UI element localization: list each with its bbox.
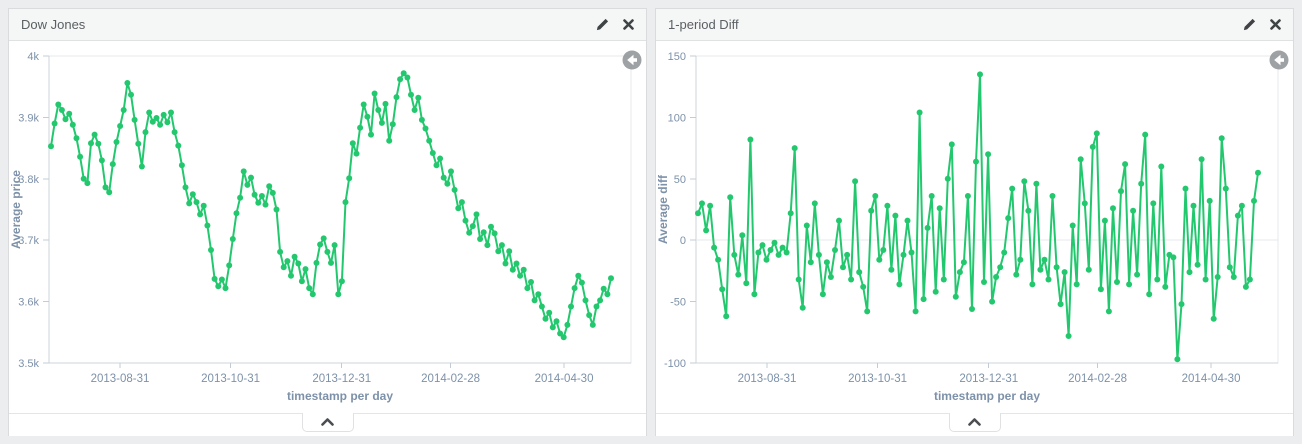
svg-text:2013-08-31: 2013-08-31 <box>91 373 150 385</box>
panel-body: 150 100 50 0 -50 -100 2013-08-31 2013-10-31 2013… <box>656 41 1293 413</box>
panel-actions <box>1229 18 1281 31</box>
panel-header[interactable]: 1-period Diff <box>656 9 1293 41</box>
svg-text:2013-08-31: 2013-08-31 <box>738 373 797 385</box>
svg-text:Average diff: Average diff <box>656 174 670 244</box>
svg-text:2013-10-31: 2013-10-31 <box>201 373 260 385</box>
svg-text:0: 0 <box>680 235 686 247</box>
svg-text:2014-04-30: 2014-04-30 <box>1182 373 1241 385</box>
panel-title: 1-period Diff <box>668 17 739 32</box>
svg-text:150: 150 <box>668 51 686 63</box>
grid <box>695 55 1279 364</box>
axes: 4k 3.9k 3.8k 3.7k 3.6k 3.5k 2013-08-31 2013-10-… <box>9 51 593 403</box>
history-back-icon[interactable] <box>1268 49 1290 76</box>
svg-text:2014-02-28: 2014-02-28 <box>421 373 480 385</box>
pencil-icon <box>1243 18 1256 31</box>
svg-text:100: 100 <box>668 112 686 124</box>
panel-dow-jones: Dow Jones 4k 3.9k 3.8k 3.7k 3.6k 3.5k 2013-08-… <box>8 8 647 436</box>
panel-footer <box>9 413 646 436</box>
svg-text:50: 50 <box>674 174 686 186</box>
svg-text:3.6k: 3.6k <box>18 297 39 309</box>
svg-text:3.9k: 3.9k <box>18 112 39 124</box>
chevron-up-icon <box>968 418 981 426</box>
svg-text:4k: 4k <box>27 51 39 63</box>
svg-text:2013-12-31: 2013-12-31 <box>959 373 1018 385</box>
svg-text:3.8k: 3.8k <box>18 174 39 186</box>
pencil-icon <box>596 18 609 31</box>
panel-header[interactable]: Dow Jones <box>9 9 646 41</box>
edit-panel-button[interactable] <box>596 18 609 31</box>
edit-panel-button[interactable] <box>1243 18 1256 31</box>
svg-text:2014-04-30: 2014-04-30 <box>535 373 594 385</box>
panel-body: 4k 3.9k 3.8k 3.7k 3.6k 3.5k 2013-08-31 2013-10-… <box>9 41 646 413</box>
svg-text:2013-12-31: 2013-12-31 <box>312 373 371 385</box>
grid <box>48 55 632 364</box>
svg-text:-50: -50 <box>670 297 686 309</box>
svg-text:Average price: Average price <box>9 170 23 249</box>
svg-text:2014-02-28: 2014-02-28 <box>1068 373 1127 385</box>
series[interactable] <box>48 70 614 341</box>
svg-text:-100: -100 <box>664 358 686 370</box>
svg-text:2013-10-31: 2013-10-31 <box>848 373 907 385</box>
svg-text:3.5k: 3.5k <box>18 358 39 370</box>
close-panel-button[interactable] <box>1270 19 1281 30</box>
svg-text:timestamp per day: timestamp per day <box>934 389 1040 403</box>
panel-title: Dow Jones <box>21 17 86 32</box>
close-icon <box>1270 19 1281 30</box>
spy-panel-toggle[interactable] <box>948 413 1001 432</box>
panel-1-period-diff: 1-period Diff 150 100 50 0 -50 -100 2013-08-31… <box>655 8 1294 436</box>
dow-jones-chart[interactable]: 4k 3.9k 3.8k 3.7k 3.6k 3.5k 2013-08-31 2013-10-… <box>9 41 646 413</box>
close-icon <box>623 19 634 30</box>
panel-footer <box>656 413 1293 436</box>
panel-actions <box>582 18 634 31</box>
chevron-up-icon <box>321 418 334 426</box>
spy-panel-toggle[interactable] <box>301 413 354 432</box>
svg-text:timestamp per day: timestamp per day <box>287 389 393 403</box>
close-panel-button[interactable] <box>623 19 634 30</box>
svg-text:3.7k: 3.7k <box>18 235 39 247</box>
axes: 150 100 50 0 -50 -100 2013-08-31 2013-10-31 2013… <box>656 51 1240 403</box>
history-back-icon[interactable] <box>621 49 643 76</box>
diff-chart[interactable]: 150 100 50 0 -50 -100 2013-08-31 2013-10-31 2013… <box>656 41 1293 413</box>
series[interactable] <box>695 71 1261 363</box>
